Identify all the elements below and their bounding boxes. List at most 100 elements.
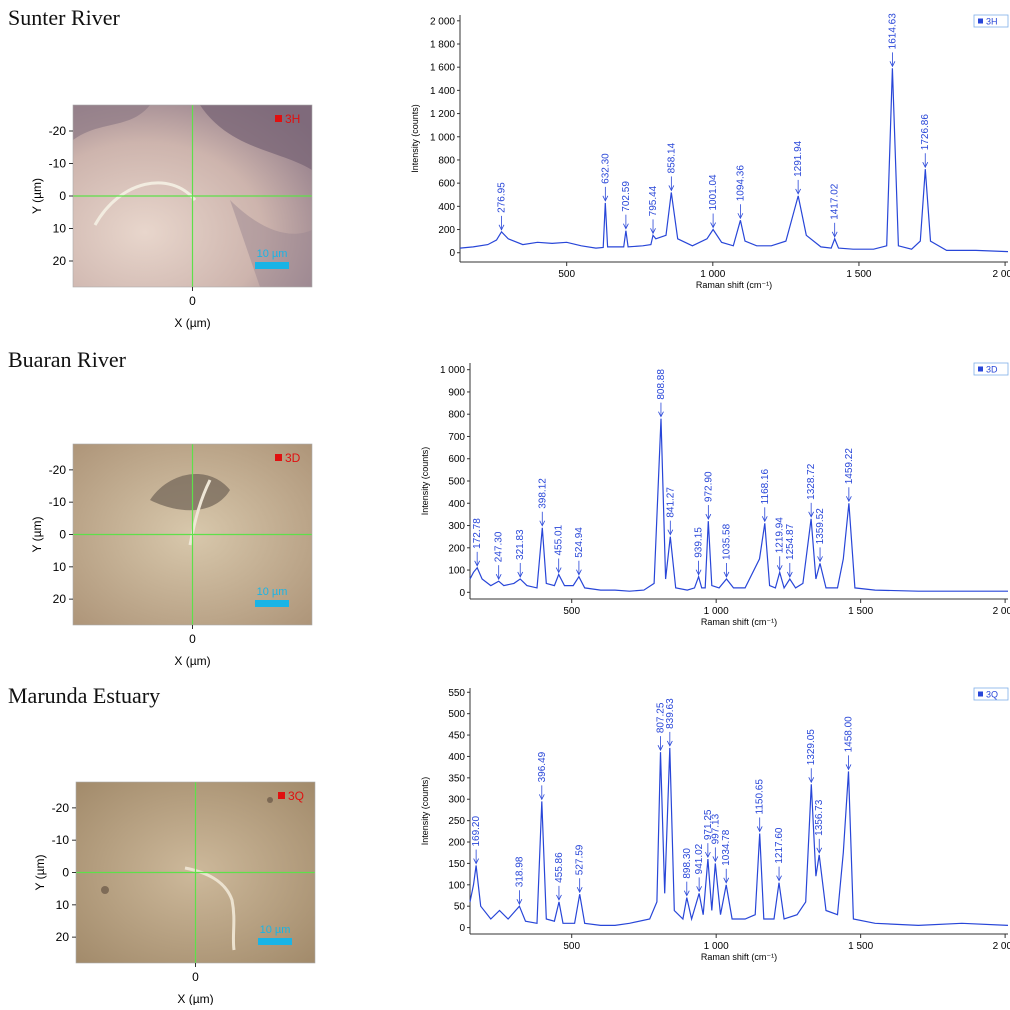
peak-arrowhead xyxy=(623,223,629,230)
peak-arrowhead xyxy=(576,887,583,894)
peak-label: 1329.05 xyxy=(806,729,817,766)
panel-title: Marunda Estuary xyxy=(8,683,160,708)
legend-label: 3Q xyxy=(986,690,998,700)
peak-label: 1034.78 xyxy=(721,829,732,866)
y-tick-label: 20 xyxy=(53,592,67,606)
x-tick-label: 1 000 xyxy=(704,606,729,617)
legend-label: 3D xyxy=(986,365,998,375)
x-axis-label: X (µm) xyxy=(174,654,210,668)
x-tick-label: 500 xyxy=(563,606,580,617)
peak-label: 1328.72 xyxy=(806,463,817,500)
peak-label: 971.25 xyxy=(703,809,714,840)
y-tick-label: 2 000 xyxy=(430,16,455,27)
y-tick-label: 0 xyxy=(459,588,465,599)
peak-label: 1001.04 xyxy=(708,174,719,211)
peak-label: 841.27 xyxy=(665,487,676,518)
peak-label: 398.12 xyxy=(537,478,548,509)
peak-arrowhead xyxy=(602,195,609,202)
image-tag-marker xyxy=(278,792,285,799)
peak-arrowhead xyxy=(658,411,664,418)
peak-arrowhead xyxy=(576,569,582,576)
scale-bar-label: 10 µm xyxy=(257,248,288,260)
y-tick-label: 10 xyxy=(53,222,67,236)
peak-arrowhead xyxy=(667,529,674,536)
y-axis-label: Intensity (counts) xyxy=(420,447,430,516)
peak-arrowhead xyxy=(723,877,730,884)
peak-arrowhead xyxy=(808,511,815,518)
peak-arrowhead xyxy=(517,571,524,578)
x-tick-label: 2 000 xyxy=(993,941,1010,952)
peak-label: 1217.60 xyxy=(774,827,785,864)
y-tick-label: 800 xyxy=(438,155,455,166)
x-tick-label: 0 xyxy=(189,294,196,308)
y-tick-label: 1 600 xyxy=(430,63,455,74)
spectrum-line xyxy=(469,747,1009,927)
y-tick-label: -10 xyxy=(52,833,70,847)
peak-arrowhead xyxy=(816,847,823,854)
y-tick-label: 200 xyxy=(448,838,465,849)
y-tick-label: 600 xyxy=(438,179,455,190)
y-tick-label: 50 xyxy=(454,902,466,913)
peak-label: 632.30 xyxy=(600,153,611,184)
x-tick-label: 2 000 xyxy=(993,606,1010,617)
peak-arrowhead xyxy=(786,571,793,578)
peak-arrowhead xyxy=(498,224,505,231)
peak-label: 1291.94 xyxy=(793,140,804,177)
scale-bar xyxy=(255,600,289,607)
y-tick-label: 550 xyxy=(448,688,465,699)
y-tick-label: 150 xyxy=(448,859,465,870)
y-tick-label: 700 xyxy=(448,432,465,443)
peak-arrowhead xyxy=(705,513,712,520)
peak-label: 1094.36 xyxy=(735,165,746,202)
y-tick-label: 10 xyxy=(53,560,67,574)
x-tick-label: 2 000 xyxy=(993,269,1010,280)
y-tick-label: -20 xyxy=(52,801,70,815)
y-axis-label: Y (µm) xyxy=(30,516,44,552)
peak-arrowhead xyxy=(666,740,673,747)
x-tick-label: 500 xyxy=(563,941,580,952)
peak-arrowhead xyxy=(817,556,823,563)
peak-label: 455.86 xyxy=(554,852,565,883)
y-axis-label: Intensity (counts) xyxy=(420,777,430,846)
peak-arrowhead xyxy=(696,886,702,893)
peak-label: 172.78 xyxy=(472,518,483,549)
x-tick-label: 500 xyxy=(558,269,575,280)
peak-label: 972.90 xyxy=(703,471,714,502)
peak-label: 858.14 xyxy=(666,142,677,173)
peak-arrowhead xyxy=(710,222,716,229)
y-tick-label: 200 xyxy=(448,543,465,554)
x-tick-label: 0 xyxy=(189,632,196,646)
y-tick-label: 20 xyxy=(56,930,70,944)
y-axis-label: Y (µm) xyxy=(30,178,44,214)
peak-label: 997.13 xyxy=(710,813,721,844)
x-tick-label: 1 500 xyxy=(846,269,871,280)
peak-label: 1356.73 xyxy=(814,799,825,836)
x-tick-label: 0 xyxy=(192,970,199,984)
y-tick-label: 1 000 xyxy=(440,365,465,376)
peak-label: 321.83 xyxy=(515,529,526,560)
y-tick-label: -10 xyxy=(49,157,67,171)
peak-arrowhead xyxy=(473,858,479,865)
x-tick-label: 1 500 xyxy=(848,941,873,952)
peak-arrowhead xyxy=(756,826,763,833)
y-tick-label: 400 xyxy=(448,752,465,763)
y-tick-label: 0 xyxy=(59,528,66,542)
peak-arrowhead xyxy=(539,520,546,527)
peak-arrowhead xyxy=(737,213,744,220)
peak-arrowhead xyxy=(683,890,690,897)
y-tick-label: 500 xyxy=(448,477,465,488)
legend-box xyxy=(973,14,1009,28)
scale-bar-label: 10 µm xyxy=(260,924,291,936)
x-tick-label: 1 000 xyxy=(704,941,729,952)
peak-label: 1168.16 xyxy=(760,468,771,504)
y-tick-label: 0 xyxy=(59,189,66,203)
peak-arrowhead xyxy=(846,496,852,503)
legend-swatch xyxy=(978,691,983,697)
x-axis-label: X (µm) xyxy=(177,992,213,1005)
spectrum-line xyxy=(469,418,1008,592)
peak-arrowhead xyxy=(650,228,656,235)
y-tick-label: 200 xyxy=(438,225,455,236)
scale-bar-label: 10 µm xyxy=(257,586,288,598)
y-axis-label: Y (µm) xyxy=(33,854,47,890)
